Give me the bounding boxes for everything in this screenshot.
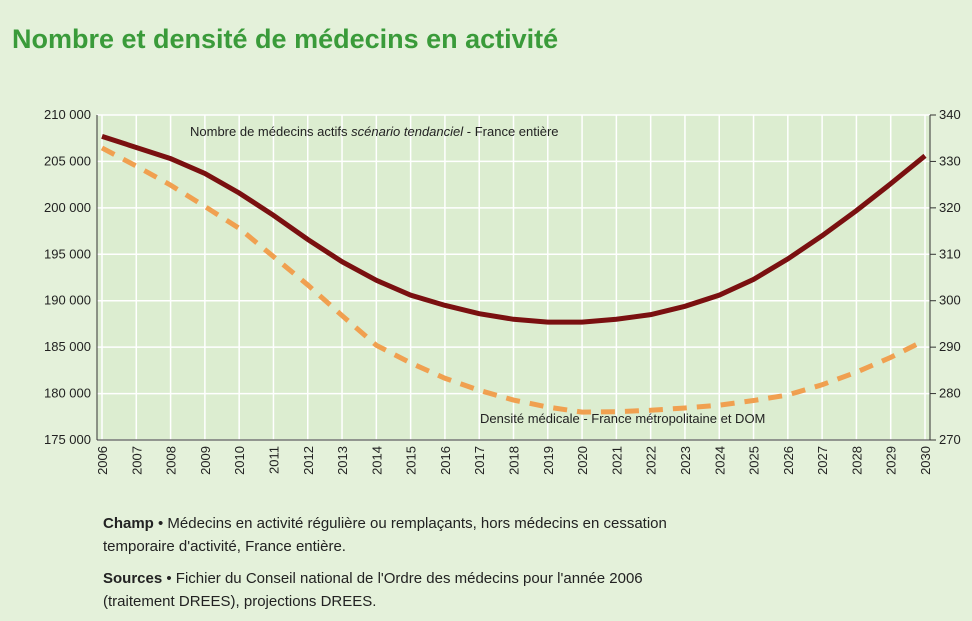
y2-tick-label: 290 xyxy=(939,339,961,354)
y-tick-label: 190 000 xyxy=(44,293,91,308)
x-tick-label: 2011 xyxy=(266,446,281,474)
series-line xyxy=(101,133,927,325)
annotation-part: - France entière xyxy=(463,124,558,139)
note-label: Champ xyxy=(103,515,154,532)
x-tick-label: 2014 xyxy=(369,446,384,475)
y-tick-label: 195 000 xyxy=(44,246,91,261)
y-tick-label: 200 000 xyxy=(44,200,91,215)
x-tick-label: 2027 xyxy=(815,446,830,475)
note-label: Sources xyxy=(103,570,162,587)
series-line xyxy=(100,145,927,415)
annotation-part: Nombre de médecins actifs xyxy=(190,124,351,139)
y-tick-label: 180 000 xyxy=(44,386,91,401)
y-tick-label: 205 000 xyxy=(44,153,91,168)
note-line: (traitement DREES), projections DREES. xyxy=(103,593,376,610)
y2-tick-label: 320 xyxy=(939,200,961,215)
note-text: • Fichier du Conseil national de l'Ordre… xyxy=(162,570,642,587)
x-tick-label: 2017 xyxy=(472,446,487,475)
note-text: (traitement DREES), projections DREES. xyxy=(103,593,376,610)
y2-tick-label: 280 xyxy=(939,386,961,401)
x-tick-label: 2006 xyxy=(95,446,110,475)
y2-tick-label: 310 xyxy=(939,246,961,261)
x-tick-label: 2008 xyxy=(164,446,179,475)
note-text: temporaire d'activité, France entière. xyxy=(103,538,346,555)
x-tick-label: 2013 xyxy=(335,446,350,475)
annotation-part: Densité médicale - France métropolitaine… xyxy=(480,411,765,426)
x-tick-label: 2023 xyxy=(678,446,693,475)
y2-tick-label: 340 xyxy=(939,107,961,122)
x-tick-label: 2021 xyxy=(609,446,624,475)
note-line: Champ • Médecins en activité régulière o… xyxy=(103,515,667,532)
x-tick-label: 2019 xyxy=(541,446,556,475)
x-tick-label: 2018 xyxy=(507,446,522,475)
x-tick-label: 2024 xyxy=(712,446,727,475)
x-tick-label: 2009 xyxy=(198,446,213,475)
y-tick-label: 210 000 xyxy=(44,107,91,122)
chart-title: Nombre et densité de médecins en activit… xyxy=(12,24,558,54)
y2-tick-label: 330 xyxy=(939,153,961,168)
x-tick-label: 2026 xyxy=(781,446,796,475)
x-tick-label: 2028 xyxy=(849,446,864,475)
y-tick-label: 175 000 xyxy=(44,432,91,447)
x-tick-label: 2007 xyxy=(129,446,144,475)
x-tick-label: 2020 xyxy=(575,446,590,475)
annotation: Nombre de médecins actifs scénario tenda… xyxy=(190,124,559,139)
note-line: temporaire d'activité, France entière. xyxy=(103,538,346,555)
x-tick-label: 2030 xyxy=(918,446,933,475)
annotation-part: scénario tendanciel xyxy=(351,124,464,139)
y-tick-label: 185 000 xyxy=(44,339,91,354)
x-tick-label: 2015 xyxy=(404,446,419,475)
note-line: Sources • Fichier du Conseil national de… xyxy=(103,570,643,587)
x-tick-label: 2010 xyxy=(232,446,247,475)
x-tick-label: 2022 xyxy=(644,446,659,475)
x-tick-label: 2029 xyxy=(884,446,899,475)
y2-tick-label: 270 xyxy=(939,432,961,447)
annotation: Densité médicale - France métropolitaine… xyxy=(480,411,765,426)
x-tick-label: 2016 xyxy=(438,446,453,475)
x-tick-label: 2012 xyxy=(301,446,316,475)
y2-tick-label: 300 xyxy=(939,293,961,308)
note-text: • Médecins en activité régulière ou remp… xyxy=(154,515,667,532)
x-tick-label: 2025 xyxy=(747,446,762,475)
